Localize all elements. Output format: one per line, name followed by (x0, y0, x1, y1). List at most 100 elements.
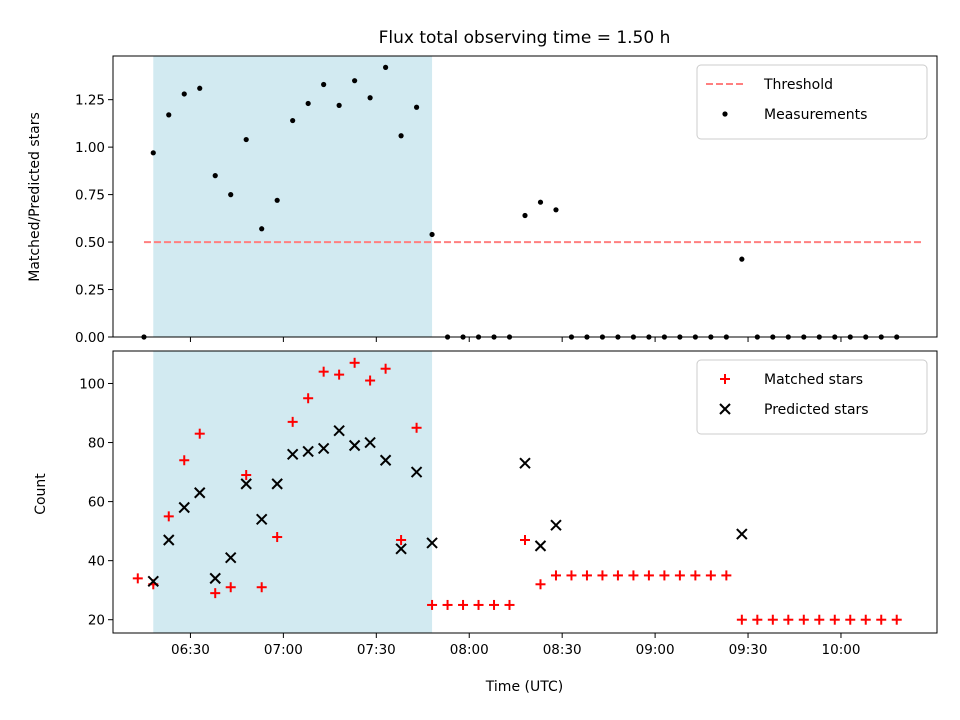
legend-box (696, 359, 928, 435)
marker-predicted (395, 543, 407, 555)
shaded-span (153, 56, 433, 337)
measurement-point (305, 100, 311, 107)
marker-predicted (426, 537, 438, 549)
measurement-point (181, 91, 187, 97)
x-tick-label: 07:30 (357, 642, 396, 658)
panel-top: Matched/Predicted stars 0.00 0.25 0.50 0.75… (27, 55, 938, 346)
marker-matched (597, 570, 608, 581)
measurement-point (243, 136, 249, 143)
marker-matched (225, 582, 236, 593)
marker-matched (334, 369, 345, 380)
marker-matched (736, 614, 747, 625)
y-tick-label: 1.00 (75, 140, 105, 156)
x-tick-label: 07:00 (264, 642, 303, 658)
measurement-point (398, 133, 404, 139)
marker-matched (550, 570, 561, 581)
marker-predicted (178, 501, 190, 514)
legend-label: Predicted stars (764, 402, 869, 418)
marker-predicted (519, 457, 531, 469)
marker-matched (581, 570, 592, 581)
y-tick-label: 0.50 (75, 235, 105, 251)
marker-predicted (348, 439, 361, 452)
marker-matched (272, 532, 283, 543)
y-tick-label: 80 (88, 436, 105, 452)
marker-matched (643, 570, 654, 581)
measurement-point (197, 85, 203, 91)
marker-matched (349, 357, 360, 368)
measurement-point (522, 212, 528, 219)
marker-predicted (240, 478, 252, 490)
marker-matched (705, 570, 716, 581)
chart-title: Flux total observing time = 1.50 h (379, 28, 671, 48)
marker-matched (674, 570, 685, 581)
marker-predicted (271, 478, 283, 490)
measurement-point (383, 64, 389, 70)
marker-predicted (209, 572, 221, 585)
marker-predicted (302, 445, 314, 458)
x-tick-label: 10:00 (822, 642, 861, 658)
series-predicted-stars (147, 425, 748, 588)
marker-matched (241, 470, 252, 481)
marker-predicted (534, 540, 547, 552)
marker-matched (411, 422, 422, 433)
marker-matched (891, 614, 902, 625)
marker-matched (767, 614, 778, 625)
marker-matched (179, 455, 190, 466)
marker-matched (194, 428, 205, 439)
marker-matched (163, 511, 174, 522)
marker-matched (520, 534, 530, 545)
marker-matched (132, 573, 143, 584)
y-tick-label: 0.25 (75, 283, 105, 299)
bottom-ylabel: Count (33, 473, 49, 515)
axes-frame (112, 55, 938, 338)
marker-matched (814, 614, 825, 625)
measurement-point (553, 207, 559, 213)
marker-matched (876, 614, 887, 625)
y-tick-label: 0.75 (75, 188, 105, 204)
marker-matched (210, 588, 221, 599)
marker-matched (365, 375, 376, 386)
marker-matched (473, 599, 484, 610)
marker-predicted (225, 551, 237, 564)
measurement-point (212, 173, 218, 179)
measurement-point (537, 199, 544, 205)
measurement-point (429, 231, 435, 238)
marker-predicted (364, 436, 376, 449)
marker-matched (798, 614, 809, 625)
marker-predicted (333, 425, 345, 437)
marker-predicted (255, 513, 268, 526)
marker-matched (256, 582, 267, 593)
x-tick-label: 09:00 (636, 642, 675, 658)
marker-predicted (286, 448, 299, 461)
legend-x-swatch (719, 403, 731, 415)
series-matched-stars (132, 357, 902, 625)
top-plot-area: 0.00 0.25 0.50 0.75 1.00 1.25 Threshold Measure… (75, 55, 938, 346)
legend-label: Measurements (764, 107, 867, 123)
marker-predicted (147, 575, 159, 588)
measurement-point (290, 117, 296, 124)
marker-predicted (163, 534, 175, 546)
marker-matched (318, 366, 329, 377)
x-tick-label: 09:30 (729, 642, 768, 658)
marker-matched (566, 570, 577, 581)
y-tick-label: 60 (88, 495, 105, 511)
marker-matched (829, 614, 840, 625)
marker-matched (612, 570, 623, 581)
legend-box (696, 64, 928, 140)
measurement-point (367, 95, 373, 101)
legend-label: Threshold (763, 77, 833, 93)
legend: Matched stars Predicted stars (696, 359, 928, 435)
y-tick-label: 0.00 (75, 330, 105, 346)
marker-matched (504, 599, 515, 610)
marker-matched (427, 599, 438, 610)
shaded-span (153, 351, 433, 633)
measurement-point (336, 102, 342, 108)
legend: Threshold Measurements (696, 64, 928, 140)
measurement-point (150, 150, 156, 156)
bottom-plot-area: 20 40 60 80 100 06:30 07:00 07:30 08:00 08:30 09:0… (79, 350, 938, 658)
measurement-point (259, 226, 265, 232)
axes-frame (112, 350, 938, 634)
marker-matched (287, 416, 298, 427)
marker-matched (721, 570, 732, 581)
measurement-point (228, 192, 234, 198)
